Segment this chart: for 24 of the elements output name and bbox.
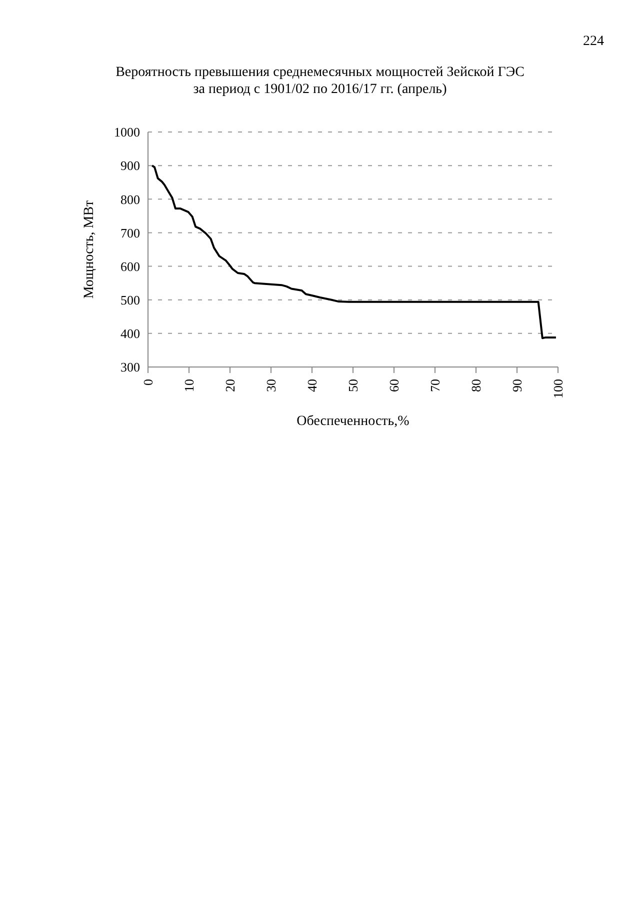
y-tick-label: 300 bbox=[120, 360, 140, 375]
x-tick-label: 80 bbox=[468, 379, 484, 392]
chart-title: Вероятность превышения среднемесячных мощностей Зейской ГЭС за период с 1901/02 по 2016/17 гг. (апрель) bbox=[114, 64, 526, 98]
x-tick-label: 70 bbox=[428, 379, 442, 392]
x-tick-label: 40 bbox=[304, 379, 320, 392]
y-tick-label: 1000 bbox=[114, 124, 140, 140]
x-tick-label: 90 bbox=[510, 379, 524, 392]
x-tick-label: 20 bbox=[222, 379, 238, 392]
text: 224 bbox=[583, 34, 604, 50]
y-tick-label: 900 bbox=[120, 158, 140, 174]
y-axis-title: Мощность, МВт bbox=[82, 200, 97, 299]
x-tick-label: 30 bbox=[264, 379, 278, 392]
x-tick-label: 50 bbox=[346, 379, 360, 392]
x-tick-label: 100 bbox=[550, 379, 566, 398]
y-tick-label: 400 bbox=[120, 326, 140, 342]
x-tick-label: 10 bbox=[182, 379, 196, 392]
y-tick-label: 500 bbox=[120, 292, 140, 308]
x-tick-label: 60 bbox=[386, 379, 402, 392]
x-tick-label: 0 bbox=[140, 379, 156, 386]
y-tick-label: 600 bbox=[120, 258, 140, 274]
line-series bbox=[151, 164, 557, 340]
y-tick-label: 800 bbox=[120, 192, 140, 207]
y-tick-label: 700 bbox=[120, 225, 140, 240]
x-axis-title: Обеспеченность,% bbox=[296, 414, 410, 429]
